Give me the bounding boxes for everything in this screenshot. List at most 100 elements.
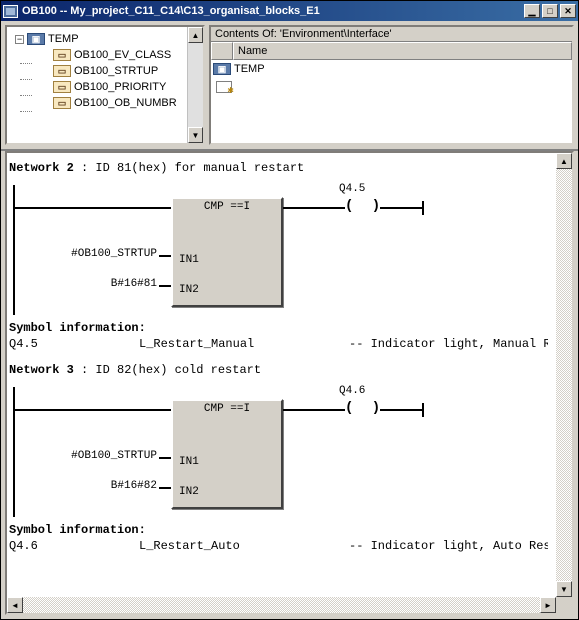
block-icon: ▣ — [27, 33, 45, 45]
output-address[interactable]: Q4.5 — [339, 183, 365, 195]
interface-row[interactable]: ▣ TEMP — [211, 60, 572, 78]
window-controls: ▁ □ ✕ — [524, 4, 576, 18]
ladder-rung[interactable]: CMP ==I IN1 IN2 #OB100_STRTUP B#16#82 ( … — [9, 387, 548, 517]
symbol-address: Q4.5 — [9, 337, 139, 351]
wire — [159, 255, 171, 257]
declaration-tree-pane: − ▣ TEMP ▭ OB100_EV_CLASS ▭ OB100_STRTUP… — [5, 25, 205, 145]
comparator-title: CMP ==I — [173, 199, 281, 217]
tree-item-label: OB100_PRIORITY — [74, 81, 166, 93]
tree-scrollbar[interactable]: ▲ ▼ — [187, 27, 203, 143]
block-icon: ▣ — [213, 63, 231, 75]
interface-header: Contents Of: 'Environment\Interface' — [211, 27, 572, 42]
minimize-button[interactable]: ▁ — [524, 4, 540, 18]
interface-pane: Contents Of: 'Environment\Interface' Nam… — [209, 25, 574, 145]
variable-icon: ▭ — [53, 81, 71, 93]
output-address[interactable]: Q4.6 — [339, 385, 365, 397]
right-rail-stub — [422, 403, 424, 417]
ladder-content[interactable]: Network 2 : ID 81(hex) for manual restar… — [7, 153, 556, 597]
tree-item-label: OB100_OB_NUMBR — [74, 97, 177, 109]
network-comment: : ID 82(hex) cold restart — [81, 363, 261, 377]
wire — [283, 207, 345, 209]
scroll-down-icon[interactable]: ▼ — [556, 581, 572, 597]
tree-item[interactable]: ▭ OB100_STRTUP — [9, 63, 201, 79]
column-header-spacer — [211, 42, 233, 60]
interface-body[interactable]: ▣ TEMP — [211, 60, 572, 143]
in1-operand[interactable]: #OB100_STRTUP — [19, 450, 157, 462]
symbol-name: L_Restart_Manual — [139, 337, 349, 351]
pin-in1: IN1 — [176, 254, 202, 266]
wire — [159, 487, 171, 489]
tree-root-label: TEMP — [48, 33, 79, 45]
collapse-icon[interactable]: − — [15, 35, 24, 44]
pin-in2: IN2 — [176, 486, 202, 498]
left-power-rail — [13, 185, 15, 315]
left-power-rail — [13, 387, 15, 517]
scroll-left-icon[interactable]: ◄ — [7, 597, 23, 613]
titlebar[interactable]: OB100 -- My_project_C11_C14\C13_organisa… — [1, 1, 578, 21]
maximize-button[interactable]: □ — [542, 4, 558, 18]
variable-icon: ▭ — [53, 97, 71, 109]
right-rail-stub — [422, 201, 424, 215]
pin-in2: IN2 — [176, 284, 202, 296]
app-window: OB100 -- My_project_C11_C14\C13_organisa… — [0, 0, 579, 620]
tree-item-label: OB100_EV_CLASS — [74, 49, 171, 61]
scroll-down-icon[interactable]: ▼ — [188, 127, 203, 143]
interface-row-label: TEMP — [234, 63, 265, 75]
output-coil[interactable]: ( ) — [345, 198, 385, 214]
symbol-info-title: Symbol information: — [9, 321, 548, 335]
symbol-comment: -- Indicator light, Manual Restart — [349, 337, 548, 351]
top-panes: − ▣ TEMP ▭ OB100_EV_CLASS ▭ OB100_STRTUP… — [1, 21, 578, 151]
wire — [159, 457, 171, 459]
tree-item[interactable]: ▭ OB100_EV_CLASS — [9, 47, 201, 63]
scroll-up-icon[interactable]: ▲ — [556, 153, 572, 169]
wire — [380, 207, 422, 209]
output-coil[interactable]: ( ) — [345, 400, 385, 416]
new-item-icon — [216, 81, 232, 93]
network-title: Network 3 : ID 82(hex) cold restart — [9, 363, 548, 377]
wire — [15, 207, 171, 209]
column-header-row: Name — [211, 42, 572, 60]
close-button[interactable]: ✕ — [560, 4, 576, 18]
variable-icon: ▭ — [53, 49, 71, 61]
network-title-prefix: Network 2 — [9, 161, 74, 175]
in2-operand[interactable]: B#16#82 — [19, 480, 157, 492]
symbol-info: Symbol information: Q4.5 L_Restart_Manua… — [9, 321, 548, 351]
wire — [15, 409, 171, 411]
tree-item[interactable]: ▭ OB100_PRIORITY — [9, 79, 201, 95]
editor-vertical-scrollbar[interactable]: ▲ ▼ — [556, 153, 572, 597]
tree-item-label: OB100_STRTUP — [74, 65, 158, 77]
wire — [159, 285, 171, 287]
scroll-right-icon[interactable]: ► — [540, 597, 556, 613]
interface-new-row[interactable] — [211, 78, 572, 96]
app-icon — [3, 5, 18, 18]
symbol-info: Symbol information: Q4.6 L_Restart_Auto … — [9, 523, 548, 553]
symbol-info-row: Q4.5 L_Restart_Manual -- Indicator light… — [9, 337, 548, 351]
declaration-tree[interactable]: − ▣ TEMP ▭ OB100_EV_CLASS ▭ OB100_STRTUP… — [7, 27, 203, 115]
column-header-name[interactable]: Name — [233, 42, 572, 60]
network-block: Network 2 : ID 81(hex) for manual restar… — [9, 161, 548, 351]
in1-operand[interactable]: #OB100_STRTUP — [19, 248, 157, 260]
symbol-comment: -- Indicator light, Auto Restart — [349, 539, 548, 553]
scroll-corner — [556, 597, 572, 613]
network-comment: : ID 81(hex) for manual restart — [81, 161, 304, 175]
comparator-title: CMP ==I — [173, 401, 281, 419]
ladder-rung[interactable]: CMP ==I IN1 IN2 #OB100_STRTUP B#16#81 ( … — [9, 185, 548, 315]
symbol-name: L_Restart_Auto — [139, 539, 349, 553]
symbol-address: Q4.6 — [9, 539, 139, 553]
network-title: Network 2 : ID 81(hex) for manual restar… — [9, 161, 548, 175]
variable-icon: ▭ — [53, 65, 71, 77]
editor-horizontal-scrollbar[interactable]: ◄ ► — [7, 597, 556, 613]
comparator-box[interactable]: CMP ==I IN1 IN2 — [171, 197, 283, 307]
comparator-box[interactable]: CMP ==I IN1 IN2 — [171, 399, 283, 509]
tree-root-row[interactable]: − ▣ TEMP — [9, 31, 201, 47]
symbol-info-row: Q4.6 L_Restart_Auto -- Indicator light, … — [9, 539, 548, 553]
ladder-editor: Network 2 : ID 81(hex) for manual restar… — [5, 151, 574, 615]
scroll-up-icon[interactable]: ▲ — [188, 27, 203, 43]
network-block: Network 3 : ID 82(hex) cold restart CMP … — [9, 363, 548, 553]
in2-operand[interactable]: B#16#81 — [19, 278, 157, 290]
symbol-info-title: Symbol information: — [9, 523, 548, 537]
window-title: OB100 -- My_project_C11_C14\C13_organisa… — [22, 5, 524, 17]
network-title-prefix: Network 3 — [9, 363, 74, 377]
pin-in1: IN1 — [176, 456, 202, 468]
tree-item[interactable]: ▭ OB100_OB_NUMBR — [9, 95, 201, 111]
